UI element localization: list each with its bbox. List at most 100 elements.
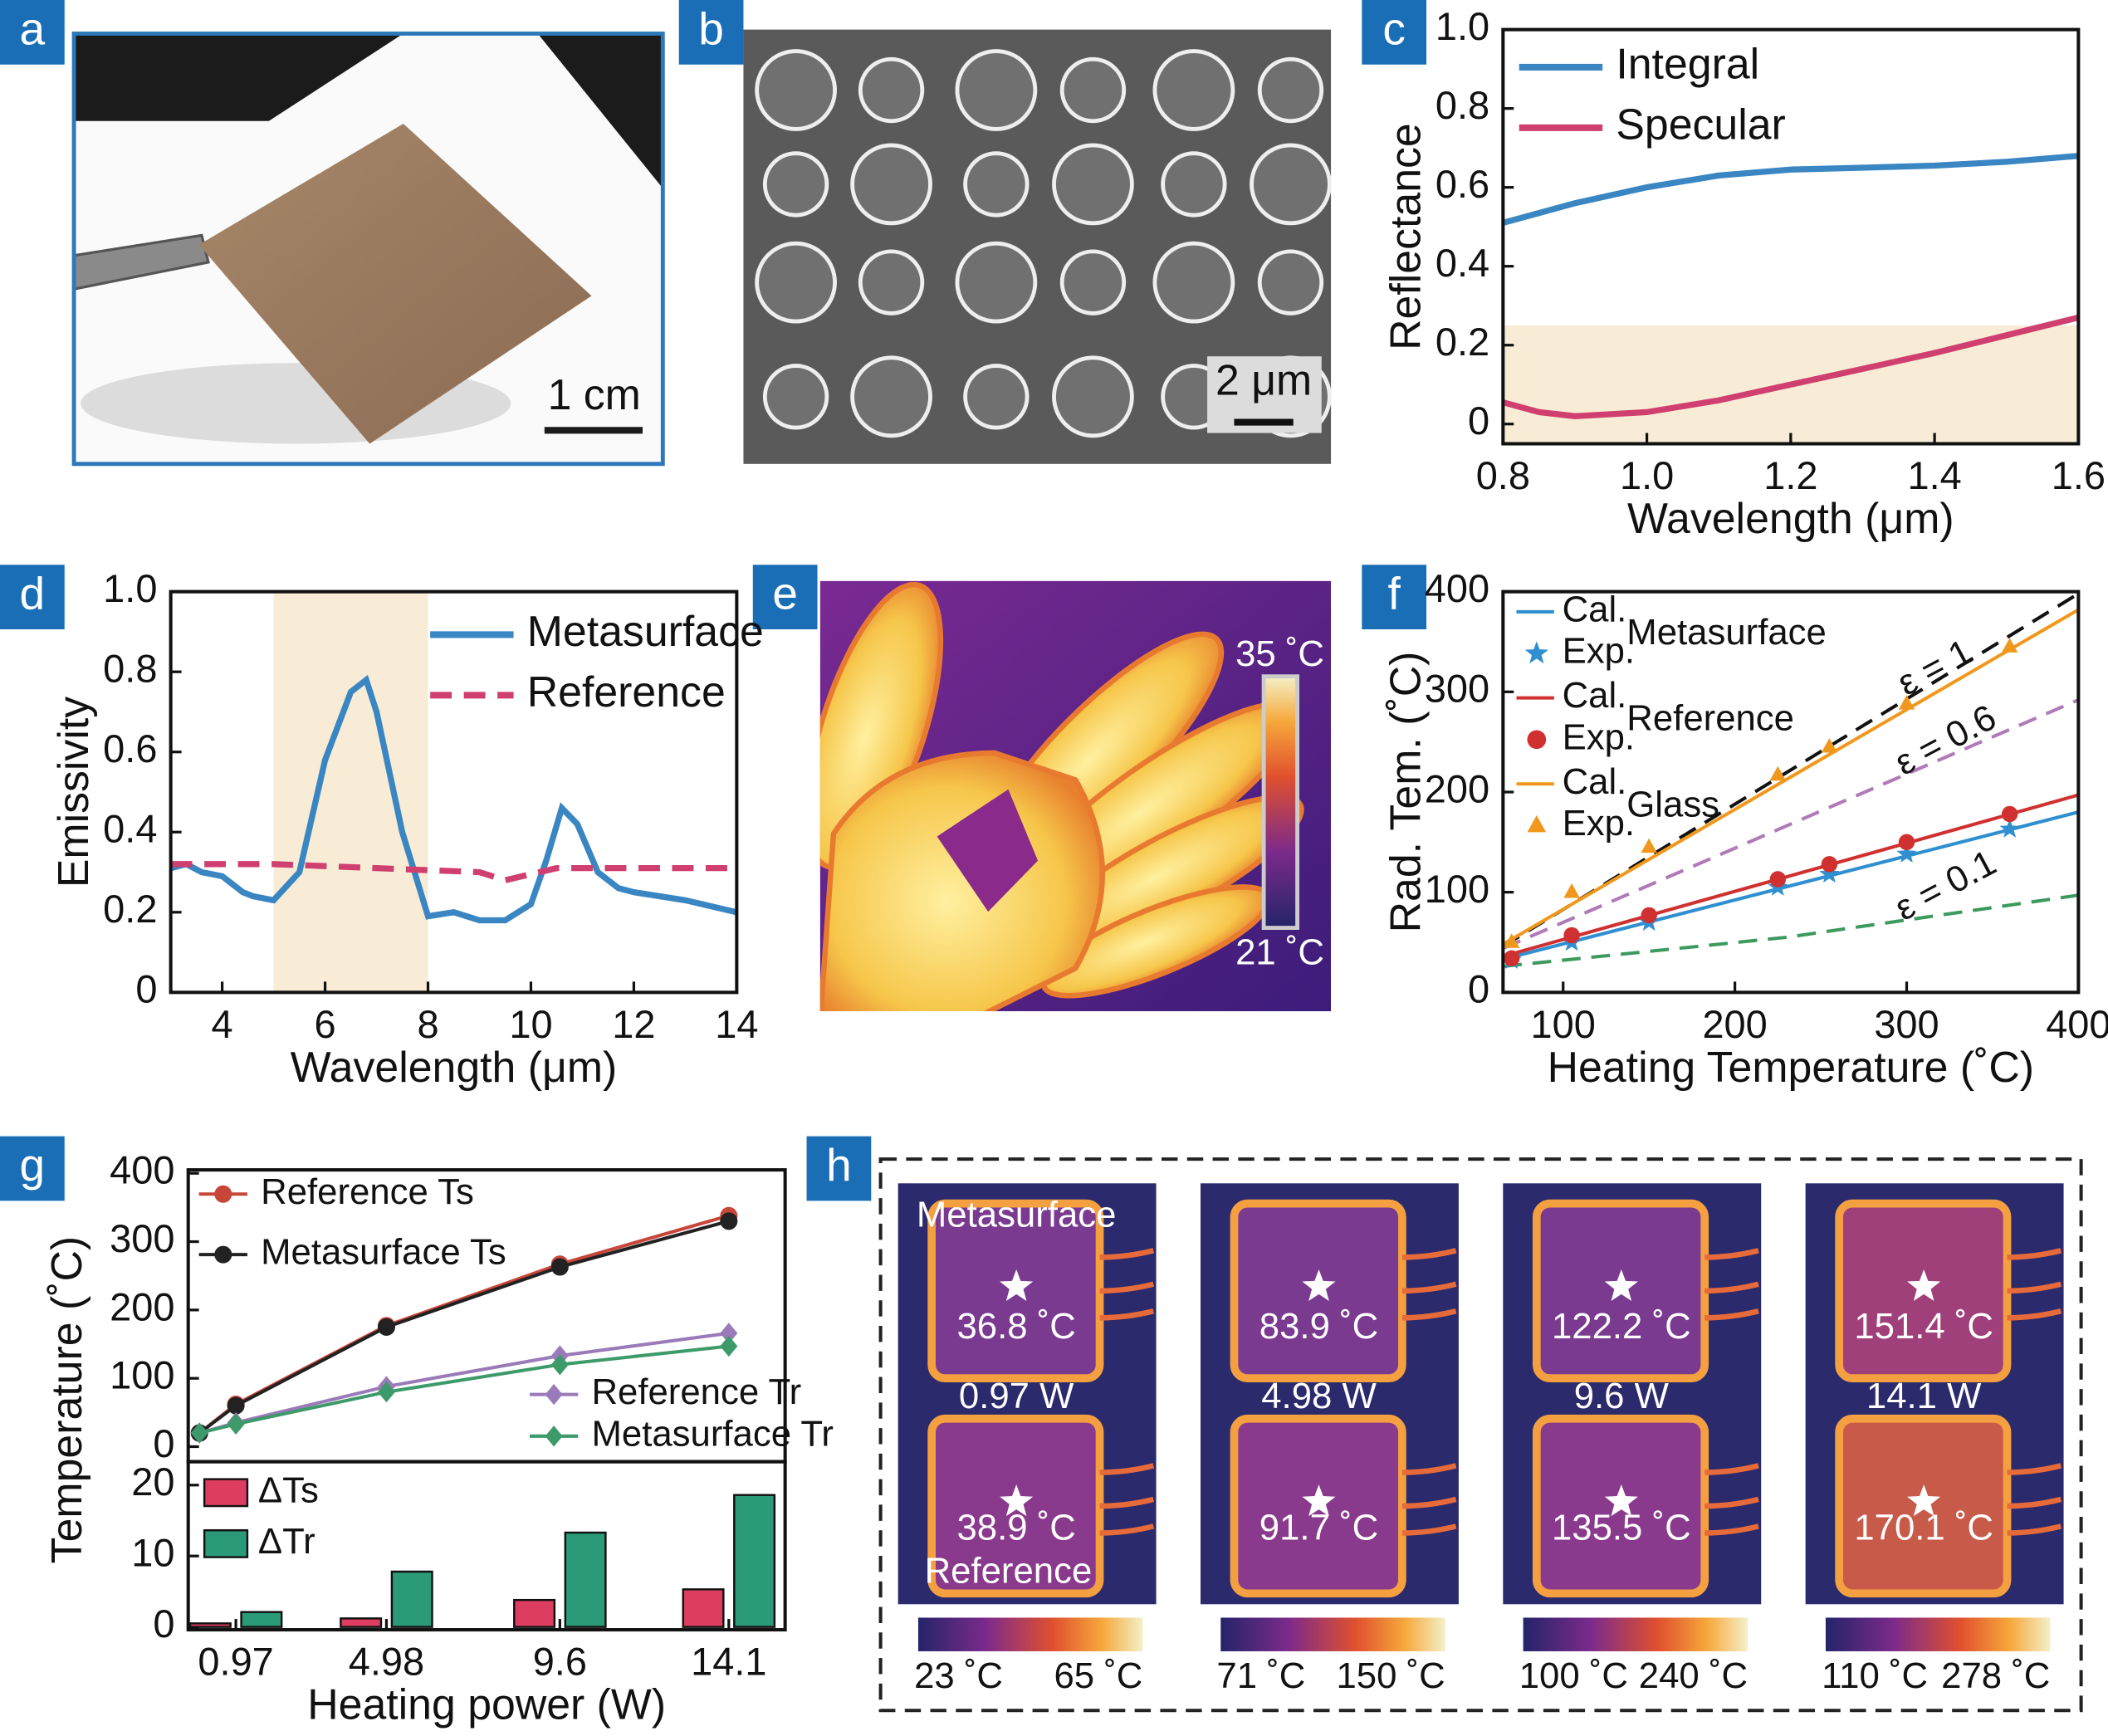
legend-label: Reference <box>527 668 726 716</box>
y-tick-label: 0.8 <box>1435 83 1489 127</box>
thermal-image-e <box>819 580 1332 1011</box>
y-tick-label: 0.8 <box>103 647 157 691</box>
marker <box>1503 950 1520 967</box>
legend-label: Reference Tr <box>591 1372 801 1412</box>
temperature-label: 91.7 ˚C <box>1259 1508 1378 1548</box>
x-tick-label: 10 <box>509 1002 552 1046</box>
temperature-label: 122.2 ˚C <box>1552 1306 1691 1347</box>
panel-label: c <box>1382 2 1406 54</box>
wire-glow <box>1704 1496 1759 1509</box>
wire-glow <box>1704 1308 1759 1321</box>
marker <box>1821 737 1838 753</box>
y-tick-label: 20 <box>131 1460 174 1504</box>
hole <box>1152 241 1235 324</box>
panel-label: a <box>20 2 46 54</box>
x-tick-label: 1.0 <box>1620 453 1674 497</box>
legend-label: ΔTs <box>258 1469 319 1510</box>
wire-glow <box>2007 1308 2062 1321</box>
marker <box>190 1422 208 1444</box>
panel-badge <box>0 0 65 65</box>
x-tick-label: 12 <box>612 1002 655 1046</box>
y-tick-label: 0 <box>153 1421 174 1465</box>
y-axis-label: Reflectance <box>1382 123 1430 350</box>
x-tick-label: 6 <box>315 1002 336 1046</box>
x-tick-label: 8 <box>417 1002 438 1046</box>
hole <box>1161 151 1227 218</box>
star-mark <box>1604 1484 1638 1517</box>
scale-bar-label: 2 μm <box>1215 355 1312 403</box>
wire-glow <box>1401 1281 1457 1294</box>
plot-frame <box>1501 589 2081 995</box>
wire-glow <box>1099 1463 1155 1475</box>
y-tick-label: 0 <box>1468 399 1489 443</box>
x-tick-label: 4 <box>212 1002 233 1046</box>
star-mark <box>1000 1269 1034 1302</box>
x-axis-label: Wavelength (μm) <box>1627 494 1954 542</box>
legend-swatch <box>545 1425 563 1447</box>
series-line <box>1502 793 2079 958</box>
panel-label: e <box>772 568 798 619</box>
legend-swatch <box>203 1478 249 1508</box>
y-tick-label: 1.0 <box>1435 4 1489 48</box>
marker <box>2001 805 2018 823</box>
legend-label: Metasurface Tr <box>591 1413 834 1454</box>
legend-group: Glass <box>1626 784 1719 824</box>
temperature-label: 83.9 ˚C <box>1259 1306 1378 1347</box>
y-tick-label: 200 <box>110 1284 174 1328</box>
wire-glow <box>1099 1308 1155 1321</box>
hole <box>1052 143 1134 226</box>
y-tick-label: 400 <box>110 1148 174 1192</box>
wire-glow <box>1704 1281 1759 1294</box>
sample-label: Reference <box>925 1551 1093 1592</box>
marker <box>1769 765 1787 781</box>
legend-label: Cal. <box>1563 761 1627 802</box>
y-tick-label: 0 <box>135 967 157 1011</box>
temperature-label: 36.8 ˚C <box>956 1306 1075 1347</box>
bar <box>188 1622 232 1628</box>
star-mark <box>1302 1269 1336 1302</box>
series-line <box>1502 314 2080 419</box>
marker <box>1641 907 1657 924</box>
y-axis-label: Emissivity <box>49 697 97 888</box>
wire-glow <box>1704 1463 1759 1475</box>
legend-label: Cal. <box>1563 675 1627 716</box>
x-axis-label: Wavelength (μm) <box>291 1043 618 1091</box>
bar <box>513 1598 556 1628</box>
x-tick-label: 14 <box>715 1002 758 1046</box>
marker <box>377 1318 395 1336</box>
legend-label: Metasurface <box>527 607 764 655</box>
panel-label: d <box>20 568 46 619</box>
legend-group: Metasurface <box>1626 612 1827 653</box>
temperature-label: 170.1 ˚C <box>1854 1508 1993 1548</box>
hole <box>858 249 925 315</box>
marker <box>1999 819 2020 838</box>
wire-glow <box>1099 1281 1155 1294</box>
legend-label: Reference Ts <box>261 1171 474 1212</box>
plot-frame <box>186 1460 787 1632</box>
legend-label: Exp. <box>1563 803 1635 844</box>
wire-glow <box>1099 1248 1155 1260</box>
legend-label: Exp. <box>1563 631 1635 672</box>
x-tick-label: 100 <box>1531 1002 1596 1046</box>
panel-badge <box>678 0 744 65</box>
hole <box>955 49 1038 131</box>
wire-glow <box>1401 1248 1457 1260</box>
legend-swatch <box>1527 815 1547 833</box>
wire-glow <box>2007 1523 2062 1536</box>
reference-line <box>1503 893 2079 968</box>
colorbar-max: 65 ˚C <box>1054 1655 1142 1696</box>
panel-badge <box>806 1136 872 1201</box>
wire-glow <box>1401 1496 1457 1509</box>
marker <box>720 1212 738 1230</box>
panel-badge <box>1362 0 1427 65</box>
x-tick-label: 1.2 <box>1763 453 1817 497</box>
legend-swatch <box>1524 641 1548 664</box>
legend-label: Integral <box>1616 40 1759 88</box>
legend-label: Exp. <box>1563 716 1635 757</box>
wire-glow <box>1099 1496 1155 1509</box>
x-tick-label: 0.8 <box>1476 453 1530 497</box>
temperature-label: 38.9 ˚C <box>956 1508 1075 1548</box>
hole <box>858 56 925 124</box>
colorbar-min: 21 ˚C <box>1235 932 1324 973</box>
